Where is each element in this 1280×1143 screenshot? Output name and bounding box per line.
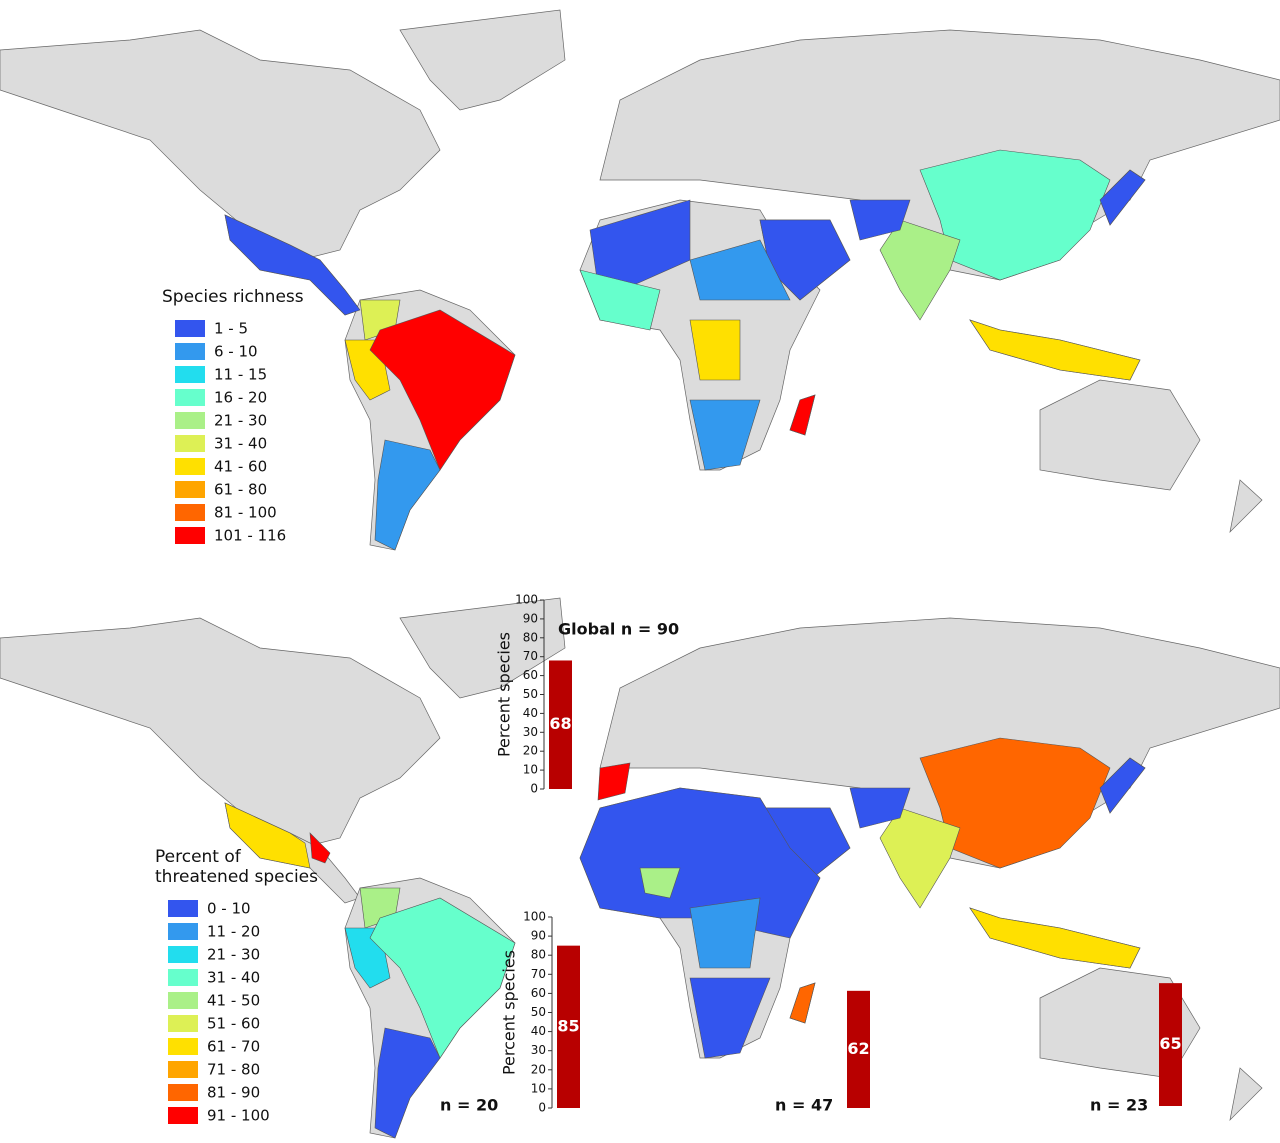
- legend-label: 0 - 10: [207, 900, 251, 918]
- bottom-map-regions: [224, 737, 1146, 1139]
- inset-label: Global n = 90: [558, 620, 679, 639]
- legend-swatch: [175, 481, 205, 498]
- y-tick-label: 10: [531, 1081, 546, 1095]
- y-tick-label: 30: [523, 725, 538, 739]
- y-tick-label: 20: [531, 1062, 546, 1076]
- legend-label: 31 - 40: [207, 969, 260, 987]
- y-tick-label: 50: [531, 1005, 546, 1019]
- inset-label: n = 47: [775, 1096, 833, 1115]
- legend-swatch: [168, 946, 198, 963]
- y-tick-label: 60: [523, 668, 538, 682]
- bar: [1159, 983, 1182, 1106]
- y-tick-label: 60: [531, 986, 546, 1000]
- legend-label: 101 - 116: [214, 527, 286, 545]
- y-tick-label: 100: [515, 593, 538, 607]
- bar-value: 65: [1159, 1034, 1181, 1053]
- legend-swatch: [175, 412, 205, 429]
- legend-swatch: [168, 1061, 198, 1078]
- y-tick-label: 10: [523, 763, 538, 777]
- legend-swatch: [175, 527, 205, 544]
- y-tick-label: 50: [523, 687, 538, 701]
- legend-label: 31 - 40: [214, 435, 267, 453]
- bar: [557, 945, 580, 1108]
- legend-label: 11 - 20: [207, 923, 260, 941]
- legend-swatch: [168, 900, 198, 917]
- legend-swatch: [175, 458, 205, 475]
- legend-label: 81 - 100: [214, 504, 277, 522]
- legend-swatch: [175, 504, 205, 521]
- y-tick-label: 30: [531, 1043, 546, 1057]
- legend-label: 11 - 15: [214, 366, 267, 384]
- bar: [847, 990, 870, 1108]
- legend-label: 6 - 10: [214, 343, 258, 361]
- legend-label: 61 - 70: [207, 1038, 260, 1056]
- legend-label: 16 - 20: [214, 389, 267, 407]
- y-tick-label: 80: [523, 630, 538, 644]
- y-tick-label: 70: [523, 649, 538, 663]
- legend-label: 91 - 100: [207, 1107, 270, 1125]
- y-tick-label: 70: [531, 967, 546, 981]
- legend-label: 21 - 30: [214, 412, 267, 430]
- legend-swatch: [168, 992, 198, 1009]
- legend-swatch: [168, 923, 198, 940]
- legend-swatch: [175, 343, 205, 360]
- legend-label: 71 - 80: [207, 1061, 260, 1079]
- legend-label: 51 - 60: [207, 1015, 260, 1033]
- axis-label: Percent species: [495, 632, 514, 757]
- y-tick-label: 80: [531, 948, 546, 962]
- y-tick-label: 90: [523, 611, 538, 625]
- legend-label: 61 - 80: [214, 481, 267, 499]
- bar: [549, 660, 572, 789]
- inset-label: n = 20: [440, 1096, 498, 1115]
- legend-label: 1 - 5: [214, 320, 248, 338]
- bar-value: 68: [549, 714, 571, 733]
- y-tick-label: 40: [523, 706, 538, 720]
- legend-swatch: [168, 1084, 198, 1101]
- top-map-regions: [224, 149, 1146, 551]
- y-tick-label: 0: [538, 1101, 546, 1115]
- bar-value: 62: [847, 1039, 869, 1058]
- legend-swatch: [175, 435, 205, 452]
- inset-label: n = 23: [1090, 1096, 1148, 1115]
- legend-label: 41 - 60: [214, 458, 267, 476]
- legend-swatch: [168, 1107, 198, 1124]
- legend-title: Percent of: [155, 847, 242, 867]
- legend-swatch: [175, 389, 205, 406]
- legend-label: 81 - 90: [207, 1084, 260, 1102]
- legend-swatch: [168, 969, 198, 986]
- y-tick-label: 90: [531, 929, 546, 943]
- legend-label: 41 - 50: [207, 992, 260, 1010]
- legend-title: Species richness: [162, 287, 304, 307]
- legend-swatch: [168, 1015, 198, 1032]
- legend-title: threatened species: [155, 867, 318, 887]
- bar-value: 85: [557, 1016, 579, 1035]
- y-tick-label: 0: [530, 782, 538, 796]
- axis-label: Percent species: [500, 950, 519, 1075]
- legend-swatch: [168, 1038, 198, 1055]
- y-tick-label: 40: [531, 1024, 546, 1038]
- legend-label: 21 - 30: [207, 946, 260, 964]
- legend-swatch: [175, 366, 205, 383]
- y-tick-label: 100: [523, 910, 546, 924]
- legend-swatch: [175, 320, 205, 337]
- y-tick-label: 20: [523, 744, 538, 758]
